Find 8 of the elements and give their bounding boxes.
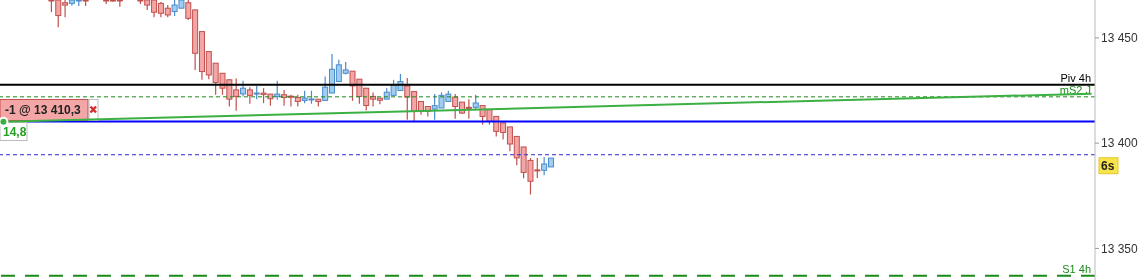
y-tick-label: 13 400: [1101, 136, 1139, 151]
y-tick-label: 13 450: [1101, 31, 1139, 46]
ref-line-label: Piv 4h: [1060, 71, 1091, 84]
ref-line-label: 6s: [1101, 158, 1115, 173]
annotation: 14,8: [3, 125, 27, 140]
y-tick-label: 13 350: [1101, 241, 1139, 256]
ref-line-label: -1 @ 13 410,3: [5, 103, 82, 118]
ref-line-label: S1 4h: [1062, 262, 1091, 275]
